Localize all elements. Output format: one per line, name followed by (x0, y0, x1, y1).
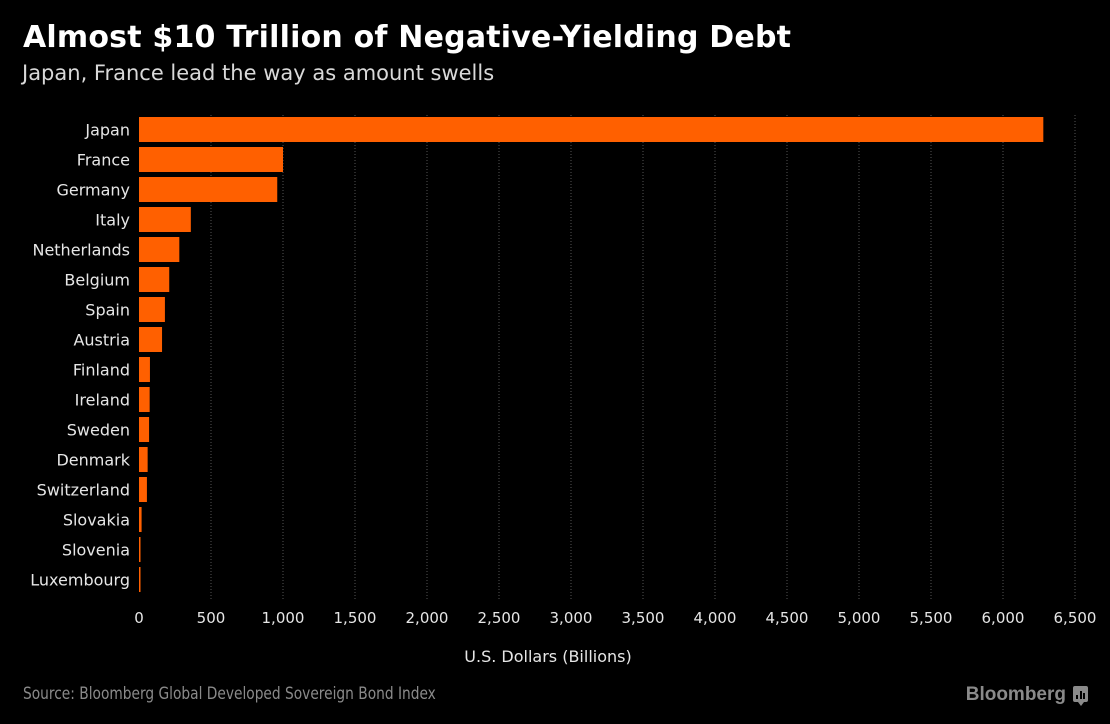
category-label: Slovenia (62, 541, 130, 560)
x-tick-label: 5,000 (838, 609, 881, 627)
category-label: Japan (84, 121, 130, 140)
bar-finland (139, 357, 150, 382)
bar-japan (139, 117, 1044, 142)
category-label: Ireland (75, 391, 130, 410)
x-tick-label: 5,500 (910, 609, 953, 627)
x-tick-label: 3,500 (622, 609, 665, 627)
bar-austria (139, 327, 163, 352)
x-tick-label: 2,500 (478, 609, 521, 627)
x-tick-label: 1,000 (262, 609, 305, 627)
category-label: Netherlands (32, 241, 130, 260)
category-label: Slovakia (63, 511, 130, 530)
bars (139, 117, 1044, 592)
category-label: Luxembourg (30, 571, 130, 590)
x-axis-title: U.S. Dollars (Billions) (464, 647, 631, 666)
x-tick-label: 6,500 (1054, 609, 1097, 627)
bar-germany (139, 177, 278, 202)
category-label: Germany (56, 181, 130, 200)
category-label: Spain (85, 301, 130, 320)
x-tick-label: 4,000 (694, 609, 737, 627)
bar-sweden (139, 417, 150, 442)
category-label: Belgium (64, 271, 130, 290)
x-tick-label: 2,000 (406, 609, 449, 627)
category-label: Switzerland (37, 481, 130, 500)
bar-france (139, 147, 283, 172)
category-label: Finland (73, 361, 130, 380)
x-tick-label: 1,500 (334, 609, 377, 627)
x-tick-label: 4,500 (766, 609, 809, 627)
gridlines (210, 115, 1076, 599)
bar-netherlands (139, 237, 180, 262)
bar-luxembourg (139, 567, 141, 592)
bar-spain (139, 297, 165, 322)
x-tick-labels: 0 500 1,000 1,500 2,000 2,500 3,000 3,500 4,000 4… (134, 609, 1096, 627)
category-label: Denmark (56, 451, 130, 470)
x-tick-label: 0 (134, 609, 144, 627)
chart-title: Almost $10 Trillion of Negative-Yielding… (23, 20, 792, 55)
bar-denmark (139, 447, 148, 472)
bloomberg-chart-icon (1073, 686, 1088, 706)
chart-subtitle: Japan, France lead the way as amount swe… (22, 61, 495, 85)
x-tick-label: 3,000 (550, 609, 593, 627)
bar-switzerland (139, 477, 147, 502)
source-note: Source: Bloomberg Global Developed Sover… (23, 684, 436, 704)
category-labels: Japan France Germany Italy Netherlands Belgiu… (30, 121, 130, 590)
x-tick-label: 500 (197, 609, 226, 627)
bar-slovenia (139, 537, 141, 562)
bar-belgium (139, 267, 170, 292)
x-tick-label: 6,000 (982, 609, 1025, 627)
bloomberg-logo: Bloomberg (965, 684, 1066, 705)
category-label: Austria (73, 331, 130, 350)
category-label: Italy (95, 211, 130, 230)
bar-slovakia (139, 507, 142, 532)
category-label: Sweden (67, 421, 130, 440)
category-label: France (77, 151, 130, 170)
bar-ireland (139, 387, 150, 412)
bar-italy (139, 207, 191, 232)
